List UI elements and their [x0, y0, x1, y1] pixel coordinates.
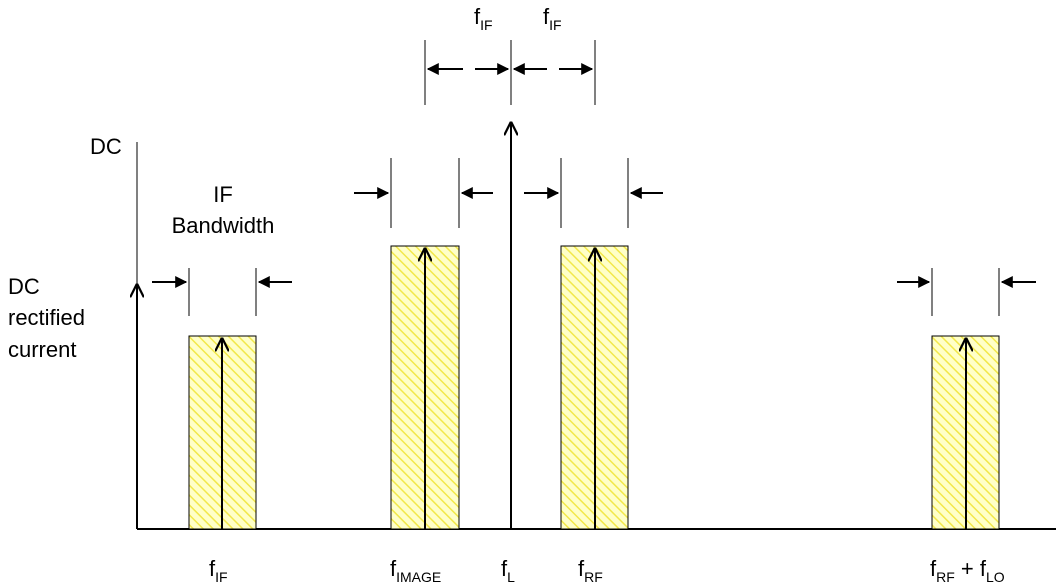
dc-rectified-label-line1: DC: [8, 274, 40, 299]
bandwidth-markers: [188, 40, 1000, 316]
axis-label-frf-plus-flo: fRF + fLO: [930, 556, 1005, 585]
fif-spacing-label-right: fIF: [543, 4, 562, 33]
axis-label-fl: fL: [501, 556, 515, 585]
dc-rectified-label-line3: current: [8, 337, 76, 362]
axis-label-fif: fIF: [209, 556, 228, 585]
if-bandwidth-label-line2: Bandwidth: [172, 213, 275, 238]
dc-rectified-label-line2: rectified: [8, 305, 85, 330]
if-bandwidth-label-line1: IF: [213, 182, 233, 207]
axis-label-fimage: fIMAGE: [390, 556, 441, 585]
fif-spacing-label-left: fIF: [474, 4, 493, 33]
dc-top-label: DC: [90, 134, 122, 159]
bandwidth-arrows: [152, 63, 1036, 288]
axis-label-frf: fRF: [578, 556, 603, 585]
